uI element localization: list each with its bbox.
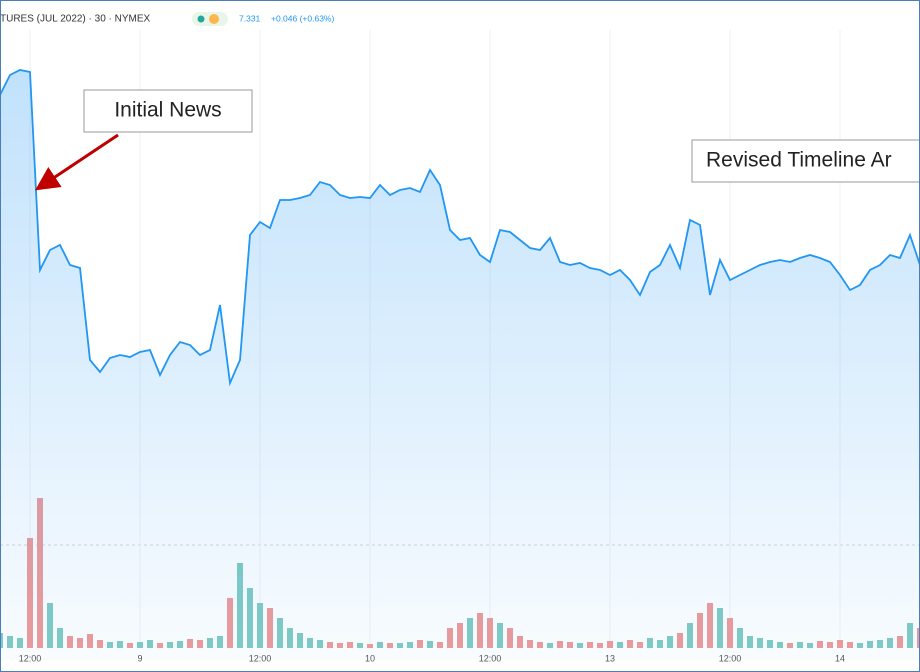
plot-area: 12:00912:001012:001312:0014 <box>0 30 920 663</box>
annotation-box <box>691 139 920 183</box>
annotation: Revised Timeline Ar <box>706 149 892 172</box>
line <box>0 69 920 387</box>
annotation-box <box>83 89 253 133</box>
arrow <box>35 133 119 191</box>
price: 7.331 <box>239 13 261 23</box>
symbol: TURES (JUL 2022) · 30 · NYMEX <box>0 14 151 25</box>
status-dot <box>197 15 205 23</box>
annotation: Initial News <box>114 99 221 122</box>
change: +0.046 (+0.63%) <box>271 13 334 23</box>
status-dot <box>209 14 219 24</box>
area <box>0 70 920 660</box>
